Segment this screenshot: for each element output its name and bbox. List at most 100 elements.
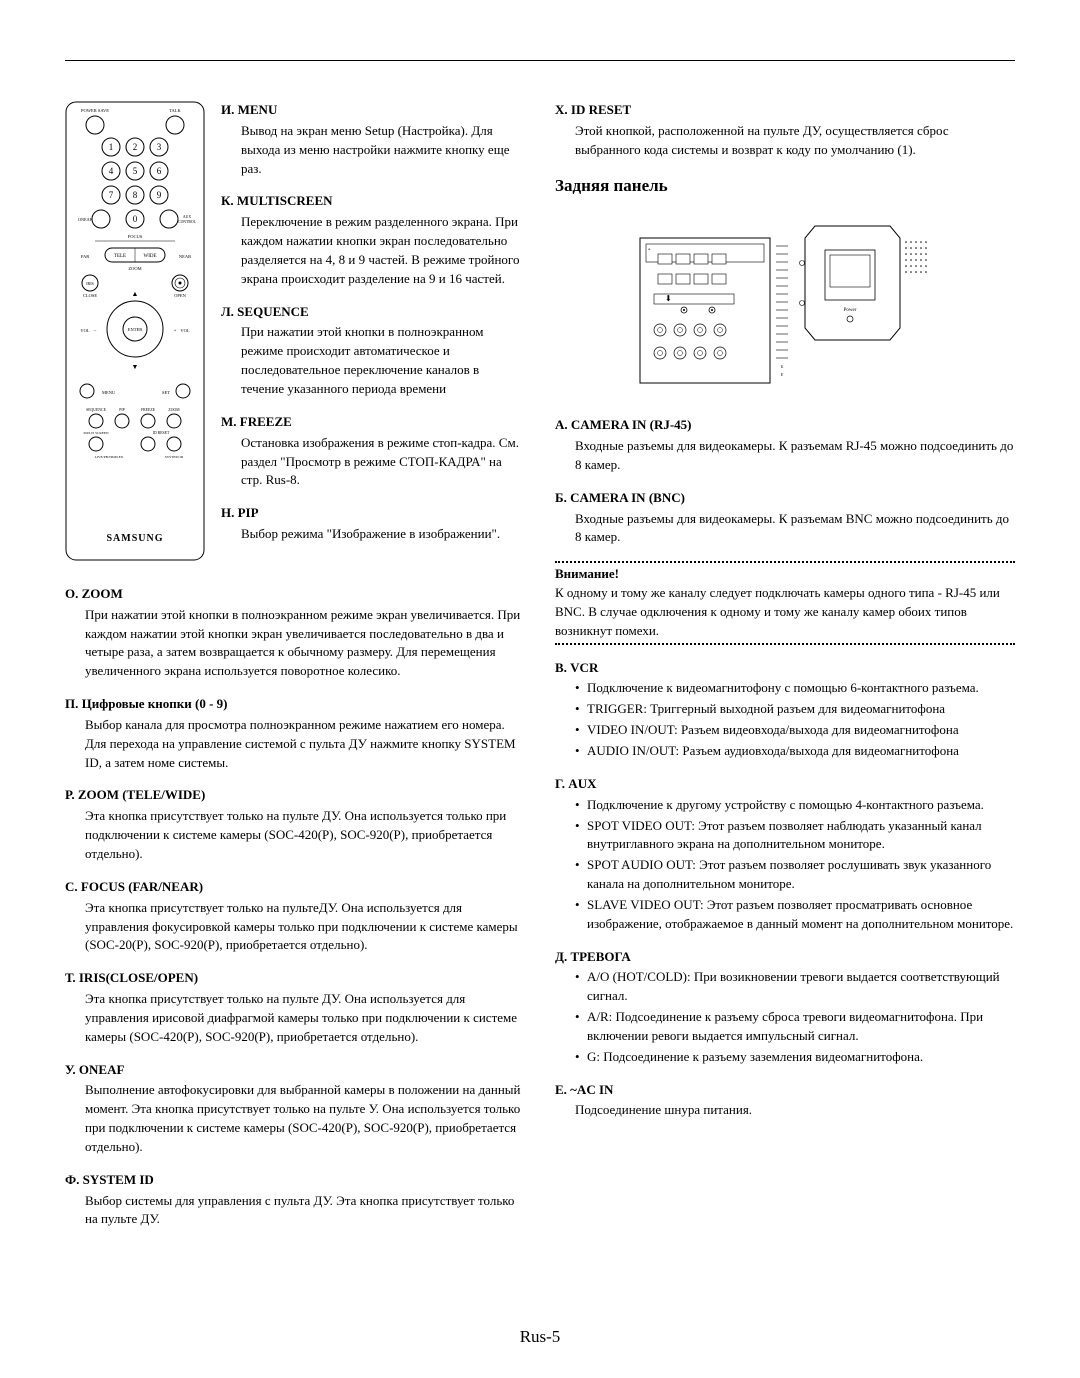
bullet-item: VIDEO IN/OUT: Разъем видеовхода/выхода д… [575, 721, 1015, 740]
svg-text:ZOOM: ZOOM [128, 266, 141, 271]
remote-svg: POWER SAVE TALK 1 2 3 4 5 6 7 8 9 [65, 101, 205, 561]
section-body: Вывод на экран меню Setup (Настройка). Д… [221, 122, 525, 179]
right-column: Х. ID RESETЭтой кнопкой, расположенной н… [555, 101, 1015, 1243]
svg-text:ENTER: ENTER [128, 327, 143, 332]
svg-text:⬇: ⬇ [665, 294, 672, 303]
svg-text:VOL: VOL [80, 328, 89, 333]
section: Б. CAMERA IN (BNC) Входные разъемы для ви… [555, 489, 1015, 548]
section-title: Е. ~AC IN [555, 1081, 1015, 1100]
section-title: П. Цифровые кнопки (0 - 9) [65, 695, 525, 714]
warning-body: К одному и тому же каналу следует подклю… [555, 584, 1015, 641]
bullet-list: Подключение к другому устройству с помощ… [555, 796, 1015, 934]
bullet-item: G: Подсоединение к разъему заземления ви… [575, 1048, 1015, 1067]
talk-label: TALK [169, 108, 181, 113]
page-top-rule [65, 60, 1015, 61]
section-title: В. VCR [555, 659, 1015, 678]
right-sections-top: Х. ID RESETЭтой кнопкой, расположенной н… [555, 101, 1015, 160]
svg-text:3: 3 [157, 142, 162, 152]
section: С. FOCUS (FAR/NEAR) Эта кнопка присутству… [65, 878, 525, 955]
section-title: Л. SEQUENCE [221, 303, 525, 322]
section: Х. ID RESETЭтой кнопкой, расположенной н… [555, 101, 1015, 160]
section-body: Эта кнопка присутствует только на пульте… [65, 990, 525, 1047]
section-body: Входные разъемы для видеокамеры. К разъе… [555, 510, 1015, 548]
section-body: Остановка изображения в режиме стоп-кадр… [221, 434, 525, 491]
section: У. ONEAFВыполнение автофокусировки для в… [65, 1061, 525, 1157]
svg-text:ONEAF: ONEAF [78, 217, 93, 222]
section-title: Д. ТРЕВОГА [555, 948, 1015, 967]
svg-text:6: 6 [157, 166, 162, 176]
svg-text:Е: Е [781, 372, 784, 377]
svg-text:CLOSE: CLOSE [83, 293, 98, 298]
svg-text:2: 2 [133, 142, 138, 152]
section-title: А. CAMERA IN (RJ-45) [555, 416, 1015, 435]
section: Н. PIPВыбор режима "Изображение в изобра… [221, 504, 525, 544]
section: Е. ~AC INПодсоединение шнура питания. [555, 1081, 1015, 1121]
bullet-item: SPOT AUDIO OUT: Этот разъем позволяет ро… [575, 856, 1015, 894]
left-sections-b: О. ZOOMПри нажатии этой кнопки в полноэк… [65, 585, 525, 1229]
svg-text:AUX: AUX [183, 215, 191, 219]
brand-label: SAMSUNG [106, 533, 163, 544]
svg-text:SYSTEM ID: SYSTEM ID [165, 455, 184, 459]
section-title: Р. ZOOM (TELE/WIDE) [65, 786, 525, 805]
svg-text:SET: SET [162, 390, 170, 395]
section-title: И. MENU [221, 101, 525, 120]
bullet-item: Подключение к видеомагнитофону с помощью… [575, 679, 1015, 698]
svg-text:FAR: FAR [81, 254, 89, 259]
section: О. ZOOMПри нажатии этой кнопки в полноэк… [65, 585, 525, 681]
right-sections-a: А. CAMERA IN (RJ-45) Входные разъемы для … [555, 416, 1015, 547]
section-body: Эта кнопка присутствует только на пульте… [65, 899, 525, 956]
section-body: Выбор системы для управления с пульта ДУ… [65, 1192, 525, 1230]
section-body: Выбор режима "Изображение в изображении"… [221, 525, 525, 544]
section-title: Г. AUX [555, 775, 1015, 794]
right-sections-c: Е. ~AC INПодсоединение шнура питания. [555, 1081, 1015, 1121]
svg-text:ZOOM: ZOOM [168, 408, 180, 412]
left-column: POWER SAVE TALK 1 2 3 4 5 6 7 8 9 [65, 101, 525, 1243]
svg-text:0: 0 [133, 214, 138, 224]
section: В. VCRПодключение к видеомагнитофону с п… [555, 659, 1015, 761]
svg-text:7: 7 [109, 190, 114, 200]
section-body: При нажатии этой кнопки в полноэкранном … [221, 323, 525, 398]
svg-text:MENU: MENU [102, 390, 116, 395]
section-body: Выбор канала для просмотра полноэкранном… [65, 716, 525, 773]
section: И. MENU Вывод на экран меню Setup (Настро… [221, 101, 525, 178]
svg-text:+: + [174, 329, 177, 334]
bullet-item: SLAVE VIDEO OUT: Этот разъем позволяет п… [575, 896, 1015, 934]
svg-text:Power: Power [844, 308, 857, 313]
section: Л. SEQUENCEПри нажатии этой кнопки в пол… [221, 303, 525, 399]
bullet-item: AUDIO IN/OUT: Разъем аудиовхода/выхода д… [575, 742, 1015, 761]
section-title: Б. CAMERA IN (BNC) [555, 489, 1015, 508]
bullet-item: A/O (HOT/COLD): При возикновении тревоги… [575, 968, 1015, 1006]
svg-text:PIP: PIP [119, 408, 125, 412]
svg-text:MULTI SCREEN: MULTI SCREEN [83, 431, 109, 435]
bullet-item: TRIGGER: Триггерный выходной разъем для … [575, 700, 1015, 719]
svg-text:1: 1 [109, 142, 114, 152]
svg-text:LIVE/PB/TRIPLEX: LIVE/PB/TRIPLEX [95, 455, 124, 459]
svg-text:8: 8 [133, 190, 138, 200]
bullet-item: Подключение к другому устройству с помощ… [575, 796, 1015, 815]
section-title: Т. IRIS(CLOSE/OPEN) [65, 969, 525, 988]
divider-dotted-bottom [555, 643, 1015, 645]
svg-text:4: 4 [109, 166, 114, 176]
section: Ф. SYSTEM IDВыбор системы для управления… [65, 1171, 525, 1230]
svg-text:SEQUENCE: SEQUENCE [86, 408, 107, 412]
svg-text:OPEN: OPEN [174, 293, 187, 298]
section: Т. IRIS(CLOSE/OPEN) Эта кнопка присутству… [65, 969, 525, 1046]
remote-illustration: POWER SAVE TALK 1 2 3 4 5 6 7 8 9 [65, 101, 205, 567]
svg-text:VOL: VOL [180, 328, 189, 333]
svg-text:IRIS: IRIS [86, 281, 94, 286]
section-title: О. ZOOM [65, 585, 525, 604]
section-title: К. MULTISCREEN [221, 192, 525, 211]
section-title: У. ONEAF [65, 1061, 525, 1080]
section: П. Цифровые кнопки (0 - 9) Выбор канала д… [65, 695, 525, 772]
remote-and-text: POWER SAVE TALK 1 2 3 4 5 6 7 8 9 [65, 101, 525, 567]
right-sections-b: В. VCRПодключение к видеомагнитофону с п… [555, 659, 1015, 1067]
power-save-label: POWER SAVE [81, 108, 109, 113]
svg-text:FREEZE: FREEZE [141, 408, 156, 412]
bullet-item: SPOT VIDEO OUT: Этот разъем позволяет на… [575, 817, 1015, 855]
rear-panel-heading: Задняя панель [555, 174, 1015, 199]
svg-text:9: 9 [157, 190, 162, 200]
remote-side-text: И. MENU Вывод на экран меню Setup (Настро… [221, 101, 525, 567]
section: К. MULTISCREENПереключение в режим разде… [221, 192, 525, 288]
section-body: Эта кнопка присутствует только на пульте… [65, 807, 525, 864]
section-title: С. FOCUS (FAR/NEAR) [65, 878, 525, 897]
